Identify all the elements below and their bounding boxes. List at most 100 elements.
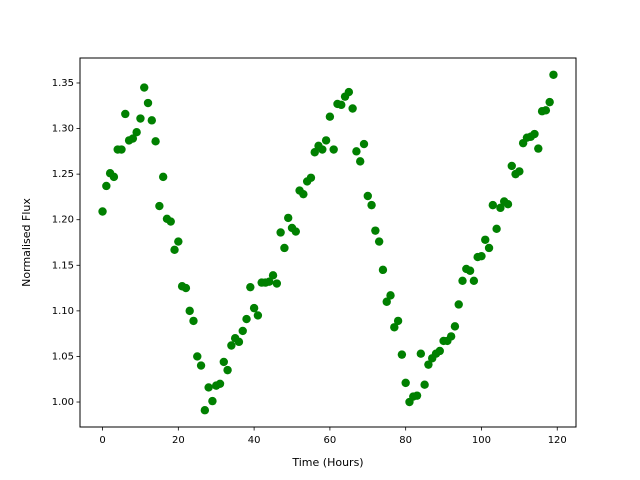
scatter-point [321, 136, 331, 145]
y-tick-label: 1.30 [52, 124, 74, 135]
x-tick-label: 80 [399, 435, 412, 446]
scatter-point [420, 380, 429, 389]
scatter-point [348, 104, 357, 113]
scatter-point [151, 137, 160, 146]
scatter-point [374, 237, 384, 246]
scatter-point [242, 314, 251, 324]
scatter-point [196, 361, 206, 370]
scatter-point [344, 87, 354, 97]
scatter-point [450, 322, 460, 331]
scatter-point [185, 306, 194, 316]
x-tick-label: 0 [99, 435, 105, 446]
scatter-point [166, 217, 175, 226]
scatter-point [246, 282, 255, 292]
scatter-point [412, 391, 422, 400]
scatter-point [208, 396, 217, 406]
x-tick-label: 40 [248, 435, 261, 446]
scatter-point [397, 350, 407, 359]
scatter-point [378, 265, 388, 275]
scatter-point [416, 349, 426, 358]
scatter-point [469, 276, 479, 285]
scatter-point [140, 83, 149, 92]
scatter-point [234, 337, 244, 347]
scatter-point [174, 237, 183, 246]
scatter-point [534, 144, 543, 153]
scatter-point [356, 157, 365, 166]
scatter-point [310, 148, 319, 157]
scatter-point [102, 181, 111, 191]
scatter-point [465, 266, 475, 275]
scatter-point [200, 406, 210, 415]
scatter-point [454, 300, 463, 309]
y-tick-label: 1.25 [52, 169, 74, 180]
scatter-point [424, 360, 433, 369]
scatter-point [329, 145, 338, 154]
y-tick-label: 1.20 [52, 215, 74, 226]
scatter-point [363, 191, 372, 201]
scatter-point [503, 200, 513, 209]
scatter-point [249, 303, 259, 313]
x-tick-label: 20 [172, 435, 185, 446]
scatter-point [325, 112, 335, 121]
scatter-point [215, 379, 225, 388]
scatter-point [219, 357, 228, 367]
scatter-point [393, 316, 403, 326]
scatter-point [530, 129, 539, 139]
scatter-point [132, 128, 141, 137]
scatter-point [481, 235, 490, 244]
scatter-point [318, 145, 327, 154]
scatter-point [276, 228, 285, 237]
scatter-point [477, 251, 486, 261]
scatter-point [492, 224, 501, 234]
scatter-point [337, 100, 346, 110]
scatter-point [401, 378, 410, 388]
scatter-point [204, 383, 213, 392]
x-tick-label: 120 [548, 435, 567, 446]
scatter-point [284, 213, 293, 223]
scatter-point [268, 271, 278, 280]
scatter-point [98, 207, 107, 216]
scatter-point [299, 189, 308, 199]
scatter-point [435, 346, 444, 356]
y-axis-label: Normalised Flux [20, 198, 33, 287]
scatter-point [352, 147, 361, 156]
scatter-point [306, 173, 316, 182]
scatter-point [507, 161, 516, 171]
scatter-point [117, 145, 126, 154]
scatter-point [181, 283, 191, 293]
y-tick-label: 1.10 [52, 306, 74, 317]
scatter-point [272, 279, 282, 288]
y-tick-label: 1.15 [52, 260, 74, 271]
scatter-point [488, 200, 498, 210]
scatter-point [193, 352, 202, 361]
scatter-point [136, 114, 145, 123]
scatter-point [143, 98, 153, 108]
axes-frame [79, 57, 577, 428]
scatter-point [484, 243, 494, 253]
scatter-point [155, 201, 164, 211]
y-tick-label: 1.05 [52, 351, 74, 362]
scatter-point [371, 226, 380, 235]
scatter-point [109, 172, 119, 182]
y-tick-label: 1.35 [52, 78, 74, 89]
scatter-point [496, 203, 505, 213]
scatter-point [158, 172, 168, 182]
scatter-point [291, 227, 300, 236]
scatter-point [128, 134, 138, 143]
scatter-point [227, 341, 236, 350]
x-axis-label: Time (Hours) [291, 456, 363, 469]
scatter-point [238, 326, 247, 336]
x-tick-label: 100 [472, 435, 491, 446]
scatter-point [549, 70, 558, 79]
scatter-point [545, 97, 554, 107]
scatter-point [390, 323, 399, 332]
scatter-point [386, 291, 395, 300]
scatter-point [382, 297, 391, 306]
scatter-point [541, 106, 551, 115]
scatter-point [147, 116, 157, 125]
y-tick-label: 1.00 [52, 397, 74, 408]
scatter-point [253, 311, 263, 320]
scatter-point [446, 332, 456, 341]
scatter-point [170, 245, 179, 254]
scatter-point [265, 277, 274, 286]
